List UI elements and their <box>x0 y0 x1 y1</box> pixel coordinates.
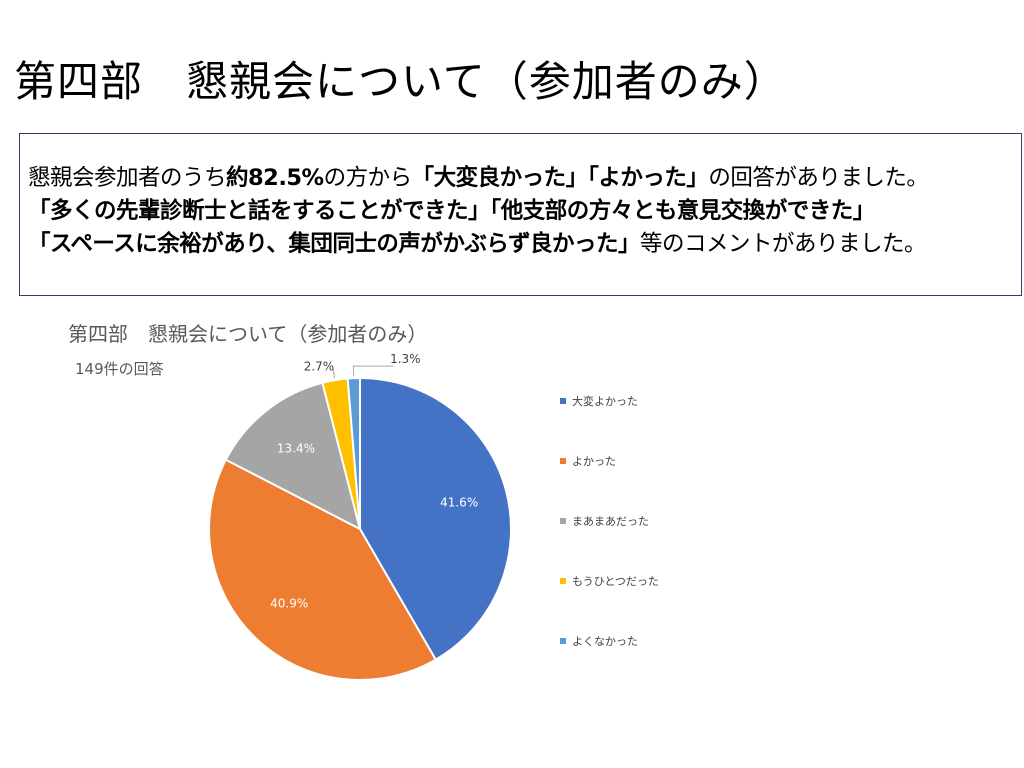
pie-label-not-great: 2.7% <box>304 359 335 373</box>
legend-swatch-not-great <box>560 578 566 584</box>
summary-line-3: 「スペースに余裕があり、集団同士の声がかぶらず良かった」等のコメントがありました… <box>28 228 1021 261</box>
legend-item-average: まあまあだった <box>560 513 649 529</box>
pie-label-very-good: 41.6% <box>440 495 478 509</box>
summary-line-1-mid: の方から <box>323 165 413 191</box>
leader-line-bad <box>352 365 394 377</box>
legend-swatch-good <box>560 458 566 464</box>
pie-label-bad: 1.3% <box>390 352 421 366</box>
legend-item-not-great: もうひとつだった <box>560 573 659 589</box>
legend-item-very-good: 大変よかった <box>560 393 638 409</box>
legend-label-average: まあまあだった <box>572 515 649 528</box>
legend-item-bad: よくなかった <box>560 633 638 649</box>
summary-quote-good: 「大変良かった」「よかった」 <box>411 165 709 191</box>
summary-comments-2: 「スペースに余裕があり、集団同士の声がかぶらず良かった」 <box>28 231 640 257</box>
summary-line-1: 懇親会参加者のうち約82.5%の方から「大変良かった」「よかった」の回答がありま… <box>28 162 1021 195</box>
legend-swatch-bad <box>560 638 566 644</box>
summary-comments-1: 「多くの先輩診断士と話をすることができた」「他支部の方々とも意見交換ができた」 <box>28 198 875 224</box>
legend-label-bad: よくなかった <box>572 635 638 648</box>
legend-label-very-good: 大変よかった <box>572 395 638 408</box>
summary-line-1-post: の回答がありました。 <box>708 165 929 191</box>
summary-line-2: 「多くの先輩診断士と話をすることができた」「他支部の方々とも意見交換ができた」 <box>28 195 1021 228</box>
chart-title: 第四部 懇親会について（参加者のみ） <box>68 322 428 346</box>
summary-percent: 約82.5% <box>226 165 324 191</box>
summary-line-1-pre: 懇親会参加者のうち <box>28 165 227 191</box>
legend-swatch-average <box>560 518 566 524</box>
legend-swatch-very-good <box>560 398 566 404</box>
pie-slice-very-good <box>359 376 512 662</box>
pie-label-good: 40.9% <box>270 596 308 610</box>
legend-label-good: よかった <box>572 455 616 468</box>
slide-title: 第四部 懇親会について（参加者のみ） <box>14 57 787 106</box>
legend-item-good: よかった <box>560 453 616 469</box>
pie-slice-good <box>208 458 438 681</box>
pie-label-average: 13.4% <box>277 442 315 456</box>
pie-slice-average <box>224 381 362 531</box>
pie-slice-bad <box>346 376 361 530</box>
summary-box: 懇親会参加者のうち約82.5%の方から「大変良かった」「よかった」の回答がありま… <box>19 133 1022 296</box>
legend-label-not-great: もうひとつだった <box>572 575 659 588</box>
chart-subtitle: 149件の回答 <box>75 360 164 378</box>
summary-line-3-post: 等のコメントがありました。 <box>639 231 927 257</box>
leader-line-not-great <box>332 368 336 379</box>
